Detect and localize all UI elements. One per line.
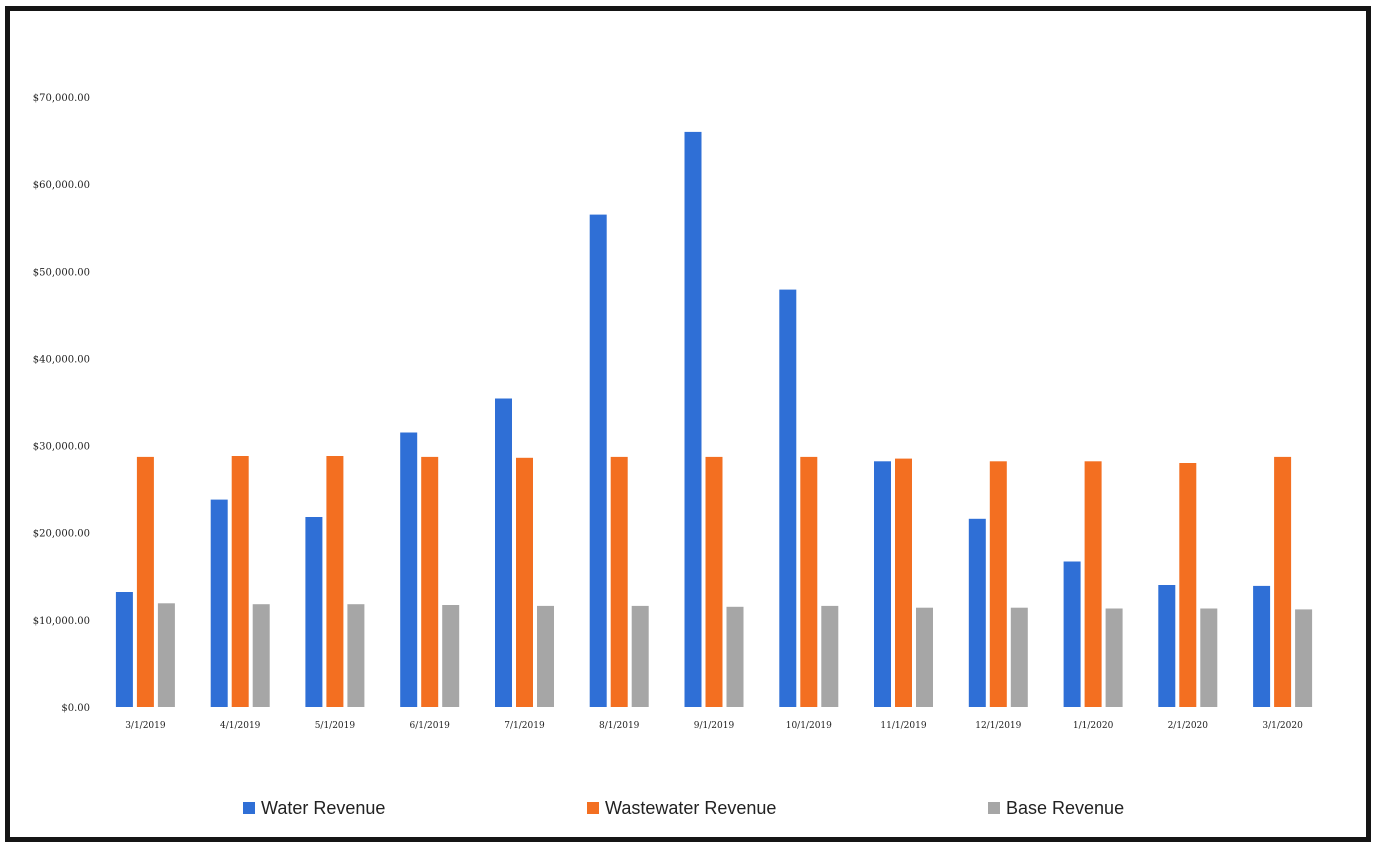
x-tick-label: 2/1/2020	[1168, 721, 1209, 731]
bar	[1105, 608, 1123, 707]
bar	[589, 214, 607, 707]
x-tick-label: 3/1/2019	[125, 721, 166, 731]
y-tick-label: $20,000.00	[33, 529, 90, 540]
x-tick-label: 8/1/2019	[599, 721, 640, 731]
x-tick-label: 6/1/2019	[409, 721, 450, 731]
bar	[1274, 456, 1292, 707]
bar	[705, 456, 723, 707]
bar	[442, 605, 460, 707]
bar	[516, 457, 533, 707]
bar	[136, 456, 154, 707]
bar	[347, 604, 365, 707]
bar	[421, 456, 439, 707]
x-tick-label: 10/1/2019	[786, 721, 832, 731]
bar	[210, 499, 228, 707]
x-tick-label: 1/1/2020	[1073, 721, 1114, 731]
bar	[157, 603, 175, 707]
x-tick-label: 9/1/2019	[694, 721, 735, 731]
bar	[1200, 608, 1218, 707]
bar	[1253, 585, 1271, 707]
bar	[726, 606, 744, 707]
x-tick-label: 3/1/2020	[1262, 721, 1303, 731]
y-tick-label: $10,000.00	[33, 616, 90, 627]
y-tick-label: $30,000.00	[33, 442, 90, 453]
bar	[610, 456, 628, 707]
bar	[305, 517, 323, 707]
bar	[874, 461, 891, 707]
bar	[989, 461, 1007, 707]
bar	[326, 456, 344, 707]
y-tick-label: $60,000.00	[33, 180, 90, 191]
bar	[231, 456, 249, 707]
y-tick-label: $0.00	[61, 703, 90, 714]
bar	[1063, 561, 1081, 707]
bar	[916, 607, 933, 707]
x-tick-label: 5/1/2019	[315, 721, 356, 731]
bar	[537, 605, 554, 707]
bar	[684, 131, 702, 707]
x-tick-label: 11/1/2019	[880, 721, 926, 731]
bar	[1010, 607, 1028, 707]
bar	[779, 289, 797, 707]
bar	[1158, 585, 1176, 707]
bar	[400, 432, 418, 707]
bar	[495, 398, 512, 707]
bar	[968, 518, 986, 707]
x-tick-label: 7/1/2019	[504, 721, 545, 731]
bar	[800, 456, 818, 707]
bar	[1295, 609, 1313, 707]
bar	[895, 458, 912, 707]
bar	[1179, 463, 1197, 707]
bar	[115, 592, 133, 707]
bar	[821, 605, 839, 707]
x-tick-label: 12/1/2019	[975, 721, 1021, 731]
y-tick-label: $70,000.00	[33, 93, 90, 104]
y-tick-label: $40,000.00	[33, 354, 90, 365]
bar	[1084, 461, 1102, 707]
bar	[631, 605, 649, 707]
y-tick-label: $50,000.00	[33, 267, 90, 278]
bar	[252, 604, 270, 707]
x-tick-label: 4/1/2019	[220, 721, 261, 731]
